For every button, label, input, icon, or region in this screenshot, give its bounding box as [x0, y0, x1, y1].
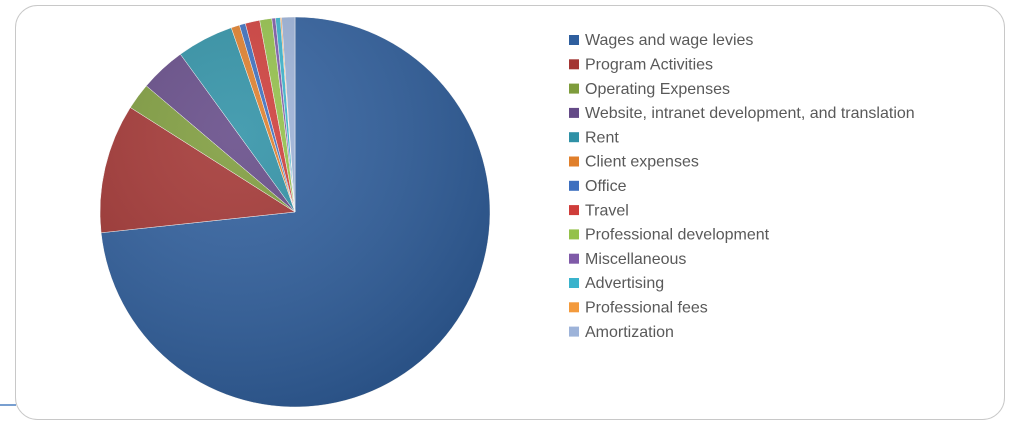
legend-label: Rent	[585, 129, 619, 146]
legend-swatch	[569, 35, 579, 45]
pie	[99, 16, 491, 408]
legend-swatch	[569, 326, 579, 337]
legend-swatch	[569, 59, 579, 70]
legend-label: Travel	[585, 202, 629, 219]
legend-swatch	[569, 180, 579, 191]
legend-swatch	[569, 253, 579, 264]
legend-label: Program Activities	[585, 57, 713, 74]
legend-swatch	[569, 156, 579, 167]
legend-label: Office	[585, 178, 627, 195]
legend-label: Advertising	[585, 275, 664, 292]
legend-label: Client expenses	[585, 154, 699, 171]
legend-swatch	[569, 107, 579, 118]
legend-swatch	[569, 83, 579, 94]
legend-label: Wages and wage levies	[585, 32, 753, 49]
legend-label: Miscellaneous	[585, 251, 686, 268]
legend-label: Professional fees	[585, 300, 708, 317]
legend-swatch	[569, 302, 579, 313]
legend-label: Website, intranet development, and trans…	[585, 105, 915, 122]
legend: Wages and wage levies Program Activities O…	[569, 32, 915, 341]
legend-swatch	[569, 205, 579, 216]
legend-swatch	[569, 278, 579, 288]
legend-label: Operating Expenses	[585, 81, 730, 98]
legend-swatch	[569, 229, 579, 240]
legend-label: Professional development	[585, 227, 770, 244]
legend-swatch	[569, 132, 579, 143]
legend-label: Amortization	[585, 324, 674, 341]
